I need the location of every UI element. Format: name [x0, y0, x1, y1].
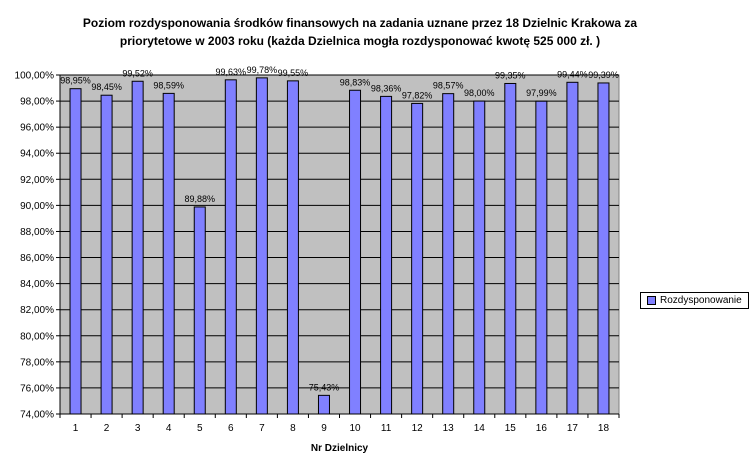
bar	[535, 100, 548, 415]
bar	[317, 394, 330, 415]
y-tick-label: 88,00%	[20, 227, 54, 238]
bar	[286, 80, 299, 415]
x-axis-title: Nr Dzielnicy	[311, 443, 369, 454]
x-tick-label: 5	[197, 423, 203, 434]
x-tick-label: 3	[135, 423, 141, 434]
y-tick-label: 76,00%	[20, 383, 54, 394]
y-tick-label: 84,00%	[20, 279, 54, 290]
data-label: 99,44%	[557, 69, 588, 79]
chart-title-line-2: priorytetowe w 2003 roku (każda Dzielnic…	[119, 34, 601, 48]
y-tick-label: 98,00%	[20, 97, 54, 108]
x-tick-label: 6	[228, 423, 234, 434]
data-label: 99,55%	[278, 68, 309, 78]
y-tick-label: 92,00%	[20, 175, 54, 186]
y-tick-label: 86,00%	[20, 253, 54, 264]
bar	[380, 95, 393, 415]
data-label: 75,43%	[309, 382, 340, 392]
y-tick-label: 100,00%	[15, 71, 55, 82]
bar	[473, 100, 486, 415]
data-label: 98,57%	[433, 81, 464, 91]
x-tick-label: 2	[104, 423, 110, 434]
bar	[349, 89, 362, 415]
x-tick-label: 4	[166, 423, 172, 434]
bar	[193, 206, 206, 415]
x-tick-label: 14	[474, 423, 486, 434]
y-tick-label: 94,00%	[20, 149, 54, 160]
x-tick-label: 8	[290, 423, 296, 434]
data-label: 99,63%	[216, 67, 247, 77]
data-label: 99,35%	[495, 70, 526, 80]
bar	[442, 93, 455, 415]
bar	[162, 92, 175, 415]
bar	[100, 94, 113, 415]
y-tick-label: 74,00%	[20, 410, 54, 421]
data-label: 99,39%	[588, 70, 619, 80]
data-label: 98,45%	[91, 82, 122, 92]
x-tick-label: 18	[598, 423, 610, 434]
bar	[224, 79, 237, 415]
bar	[504, 82, 517, 415]
y-tick-label: 90,00%	[20, 201, 54, 212]
bar	[597, 82, 610, 415]
bar	[255, 77, 268, 415]
x-tick-label: 7	[259, 423, 265, 434]
y-tick-label: 82,00%	[20, 305, 54, 316]
y-tick-label: 96,00%	[20, 123, 54, 134]
x-tick-label: 16	[536, 423, 548, 434]
legend-swatch	[647, 296, 656, 305]
x-tick-label: 9	[321, 423, 327, 434]
y-tick-label: 80,00%	[20, 331, 54, 342]
data-label: 99,78%	[247, 65, 278, 75]
x-tick-label: 11	[381, 423, 392, 434]
bar	[69, 88, 82, 415]
data-label: 99,52%	[122, 68, 153, 78]
bar	[411, 102, 424, 415]
data-label: 98,36%	[371, 83, 402, 93]
bar	[566, 81, 579, 415]
y-tick-label: 78,00%	[20, 357, 54, 368]
bar	[131, 80, 144, 415]
data-label: 98,95%	[60, 76, 91, 86]
x-tick-label: 1	[73, 423, 79, 434]
data-label: 97,99%	[526, 88, 557, 98]
x-tick-label: 13	[443, 423, 455, 434]
legend: Rozdysponowanie	[640, 292, 749, 309]
x-tick-label: 15	[505, 423, 517, 434]
data-label: 97,82%	[402, 90, 433, 100]
legend-label: Rozdysponowanie	[660, 295, 742, 306]
x-tick-label: 17	[567, 423, 579, 434]
data-label: 98,00%	[464, 88, 495, 98]
data-label: 98,59%	[153, 80, 184, 90]
chart-title-line-1: Poziom rozdysponowania środków finansowy…	[82, 16, 638, 30]
x-tick-label: 12	[412, 423, 424, 434]
data-label: 89,88%	[184, 194, 215, 204]
plot-area	[59, 74, 620, 415]
x-tick-label: 10	[349, 423, 361, 434]
data-label: 98,83%	[340, 77, 371, 87]
chart-title: Poziom rozdysponowania środków finansowy…	[60, 14, 660, 50]
